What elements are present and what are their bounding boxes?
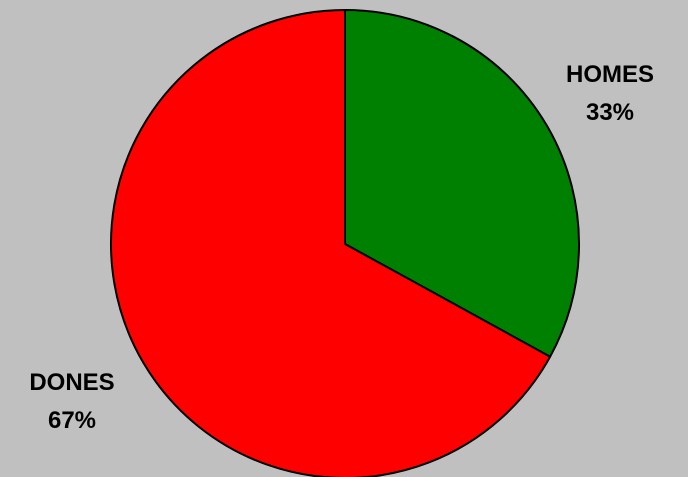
pie-slice-homes [344,9,580,358]
pie-slices [110,9,580,477]
slice-label-dones: DONES [29,369,114,396]
pie-labels: HOMES 33% DONES 67% [29,61,654,434]
slice-label-homes: HOMES [566,61,654,88]
slice-percent-homes: 33% [586,99,634,126]
pie-slice-dones [110,9,552,477]
slice-percent-dones: 67% [48,407,96,434]
